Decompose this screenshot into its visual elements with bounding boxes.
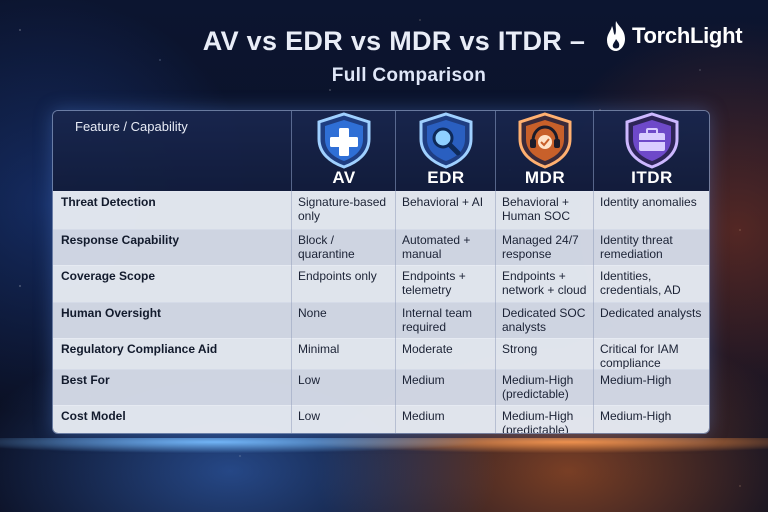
cell-edr: Endpoints + telemetry	[395, 265, 495, 302]
table-header-row: Feature / Capability AV EDR	[53, 111, 709, 192]
row-feature-threat-detection: Threat Detection	[61, 195, 156, 209]
title-line-1: AV vs EDR vs MDR vs ITDR –	[202, 26, 586, 56]
column-header-mdr: MDR	[495, 111, 594, 191]
cell-mdr: Behavioral + Human SOC	[495, 191, 593, 229]
row-feature-cost-model: Cost Model	[61, 409, 126, 423]
table-row: Human Oversight None Internal team requi…	[53, 302, 709, 339]
comparison-table: Feature / Capability AV EDR	[52, 110, 710, 434]
cell-av: Low	[291, 369, 395, 405]
cell-itdr: Identity anomalies	[593, 191, 709, 229]
title-line-2: Full Comparison	[331, 65, 487, 86]
column-label-itdr: ITDR	[631, 168, 673, 187]
column-header-edr: EDR	[395, 111, 496, 191]
row-feature-coverage-scope: Coverage Scope	[61, 269, 156, 283]
feature-column-header: Feature / Capability	[75, 119, 188, 134]
briefcase-shield-icon	[625, 112, 679, 169]
cell-edr: Internal team required	[395, 302, 495, 338]
table-row: Best For Low Medium Medium-High (predict…	[53, 369, 709, 406]
cell-mdr: Medium-High (predictable)	[495, 405, 593, 433]
cell-av: Block / quarantine	[291, 229, 395, 265]
column-header-av: AV	[291, 111, 396, 191]
flame-icon	[607, 21, 625, 51]
cell-av: Low	[291, 405, 395, 433]
cell-edr: Medium	[395, 405, 495, 433]
table-row: Threat Detection Signature-based only Be…	[53, 191, 709, 230]
row-feature-regulatory-compliance: Regulatory Compliance Aid	[61, 342, 218, 356]
cell-mdr: Managed 24/7 response	[495, 229, 593, 265]
magnifier-shield-icon	[419, 112, 473, 169]
column-label-edr: EDR	[427, 168, 465, 187]
row-feature-best-for: Best For	[61, 373, 110, 387]
headset-shield-icon	[518, 112, 572, 169]
cell-av: Minimal	[291, 338, 395, 369]
cell-mdr: Dedicated SOC analysts	[495, 302, 593, 338]
table-row: Cost Model Low Medium Medium-High (predi…	[53, 405, 709, 433]
cell-av: None	[291, 302, 395, 338]
cell-itdr: Medium-High	[593, 405, 709, 433]
column-header-itdr: ITDR	[593, 111, 709, 191]
column-label-mdr: MDR	[524, 168, 566, 187]
cell-edr: Medium	[395, 369, 495, 405]
cell-av: Endpoints only	[291, 265, 395, 302]
cell-itdr: Identity threat remediation	[593, 229, 709, 265]
cell-edr: Automated + manual	[395, 229, 495, 265]
cell-itdr: Critical for IAM compliance	[593, 338, 709, 370]
row-feature-human-oversight: Human Oversight	[61, 306, 162, 320]
cell-mdr: Strong	[495, 338, 593, 369]
table-row: Response Capability Block / quarantine A…	[53, 229, 709, 266]
brand-name: TorchLight	[632, 23, 743, 48]
row-feature-response-capability: Response Capability	[61, 233, 180, 247]
cell-itdr: Dedicated analysts	[593, 302, 709, 338]
cell-mdr: Medium-High (predictable)	[495, 369, 593, 405]
medical-cross-shield-icon	[317, 112, 371, 169]
cell-mdr: Endpoints + network + cloud	[495, 265, 593, 302]
cell-itdr: Medium-High	[593, 369, 709, 405]
cell-edr: Moderate	[395, 338, 495, 369]
brand-logo: TorchLight	[604, 18, 743, 54]
table-row: Regulatory Compliance Aid Minimal Modera…	[53, 338, 709, 370]
cell-itdr: Identities, credentials, AD	[593, 265, 709, 302]
table-row: Coverage Scope Endpoints only Endpoints …	[53, 265, 709, 303]
column-label-av: AV	[332, 168, 356, 187]
horizon-glow	[0, 438, 768, 498]
cell-edr: Behavioral + AI	[395, 191, 495, 229]
cell-av: Signature-based only	[291, 191, 395, 229]
page-title: AV vs EDR vs MDR vs ITDR – Full Comparis…	[0, 26, 768, 87]
